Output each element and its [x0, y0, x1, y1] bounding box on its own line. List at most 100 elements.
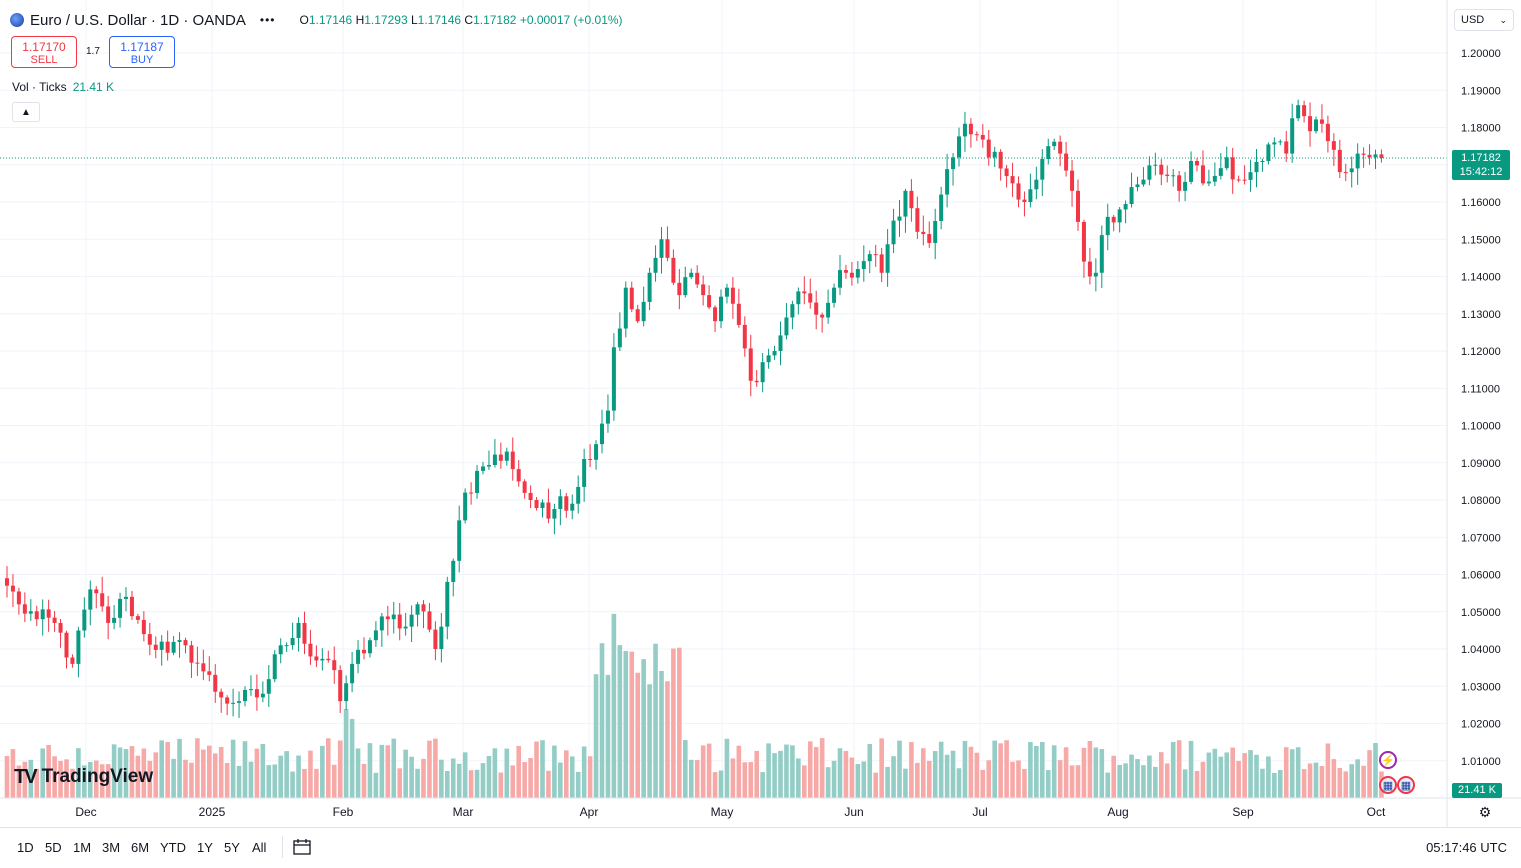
volume-bar — [22, 761, 28, 798]
volume-bar — [694, 760, 700, 798]
volume-bar — [1295, 747, 1301, 798]
candle-body — [623, 287, 628, 329]
candle-body — [260, 693, 265, 698]
volume-bar — [1242, 753, 1247, 798]
volume-bar — [1069, 765, 1075, 798]
volume-bar — [575, 771, 581, 798]
more-options-icon[interactable]: ••• — [259, 13, 276, 27]
candle-body — [814, 302, 819, 315]
utc-clock[interactable]: 05:17:46 UTC — [1426, 840, 1507, 855]
last-price-badge: 1.17182 15:42:12 — [1452, 150, 1510, 180]
volume-bar — [510, 765, 516, 798]
volume-bar — [1010, 761, 1015, 798]
candle-body — [921, 231, 926, 235]
volume-bar — [331, 764, 337, 798]
time-tick-label: Aug — [1107, 805, 1128, 819]
candle-body — [647, 272, 652, 302]
volume-bar — [480, 763, 486, 798]
range-5d[interactable]: 5D — [45, 840, 62, 855]
candle-body — [189, 645, 194, 663]
candle-body — [290, 638, 295, 646]
candles — [5, 99, 1384, 718]
candle-body — [516, 469, 521, 482]
candle-body — [659, 239, 664, 258]
volume-bar — [534, 741, 539, 798]
tradingview-logo[interactable]: TV TradingView — [14, 766, 153, 788]
candle-body — [1314, 119, 1318, 132]
volume-bar — [831, 760, 837, 798]
volume-bar — [546, 770, 551, 798]
candle-body — [1296, 105, 1301, 119]
candle-body — [962, 123, 967, 137]
price-tick-label: 1.09000 — [1461, 458, 1501, 470]
candle-body — [1278, 141, 1283, 143]
candle-body — [1343, 172, 1348, 174]
volume-bar — [748, 762, 754, 798]
price-tick-label: 1.01000 — [1461, 756, 1501, 768]
candle-body — [1272, 142, 1277, 145]
candle-body — [64, 632, 69, 658]
candle-body — [486, 464, 491, 467]
range-3m[interactable]: 3M — [102, 840, 121, 855]
volume-bar — [1331, 759, 1337, 798]
time-tick-label: May — [711, 805, 734, 819]
volume-bar — [700, 745, 706, 798]
collapse-legend-button[interactable]: ▲ — [12, 102, 40, 122]
price-axis-bg — [1447, 0, 1521, 827]
candle-body — [22, 604, 27, 614]
currency-select[interactable]: USD ⌄ — [1454, 9, 1514, 31]
volume-bar — [462, 752, 468, 798]
range-all[interactable]: All — [252, 840, 267, 855]
ohlc-values: O1.17146 H1.17293 L1.17146 C1.17182 +0.0… — [299, 13, 623, 27]
price-axis[interactable]: 1.200001.190001.180001.170001.160001.150… — [1461, 48, 1501, 768]
volume-bar — [183, 759, 188, 798]
candle-body — [1135, 184, 1140, 188]
volume-badge: 21.41 K — [1452, 783, 1502, 798]
candle-body — [171, 641, 176, 653]
volume-bar — [796, 758, 801, 798]
volume-bar — [278, 755, 283, 798]
us-flag-event-icon[interactable]: ▦ — [1379, 776, 1397, 794]
range-1d[interactable]: 1D — [17, 840, 34, 855]
range-5y[interactable]: 5Y — [224, 840, 240, 855]
range-1m[interactable]: 1M — [73, 840, 92, 855]
range-1y[interactable]: 1Y — [197, 840, 213, 855]
volume-bar — [343, 709, 349, 798]
time-axis[interactable]: Dec 2025 Feb Mar Apr May Jun Jul Aug Sep Oct — [75, 805, 1386, 819]
sell-button[interactable]: 1.17170 SELL — [11, 36, 77, 68]
settings-gear-icon[interactable]: ⚙ — [1478, 804, 1492, 820]
symbol-title[interactable]: Euro / U.S. Dollar · 1D · OANDA — [30, 11, 246, 29]
range-ytd[interactable]: YTD — [160, 840, 186, 855]
candle-body — [1254, 161, 1259, 173]
candle-body — [1224, 157, 1229, 169]
go-to-date-calendar-icon[interactable] — [292, 837, 312, 857]
volume-bar — [683, 740, 688, 798]
volume-bar — [34, 768, 40, 798]
volume-bar — [218, 746, 224, 798]
price-tick-label: 1.08000 — [1461, 495, 1501, 507]
range-6m[interactable]: 6M — [131, 840, 150, 855]
last-price-value: 1.17182 — [1461, 152, 1501, 164]
candle-body — [1212, 175, 1217, 182]
candle-body — [957, 136, 961, 158]
us-flag-event-icon[interactable]: ▦ — [1397, 776, 1415, 794]
candle-body — [736, 303, 741, 325]
sell-price: 1.17170 — [22, 40, 66, 54]
price-tick-label: 1.14000 — [1461, 272, 1501, 284]
volume-bar — [1004, 740, 1009, 798]
volume-bar — [284, 751, 289, 798]
buy-button[interactable]: 1.17187 BUY — [109, 36, 175, 68]
candle-body — [748, 348, 753, 381]
candle-body — [254, 689, 259, 698]
volume-bar — [302, 768, 307, 798]
volume-bar — [778, 750, 783, 798]
volume-bar — [807, 741, 813, 798]
volume-bar — [1123, 763, 1128, 798]
volume-bar — [1307, 763, 1313, 798]
volume-bar — [1170, 742, 1176, 798]
candle-body — [843, 270, 848, 273]
volume-bar — [986, 760, 992, 798]
volume-legend[interactable]: Vol · Ticks 21.41 K — [12, 80, 114, 94]
lightning-event-icon[interactable]: ⚡ — [1379, 751, 1397, 769]
